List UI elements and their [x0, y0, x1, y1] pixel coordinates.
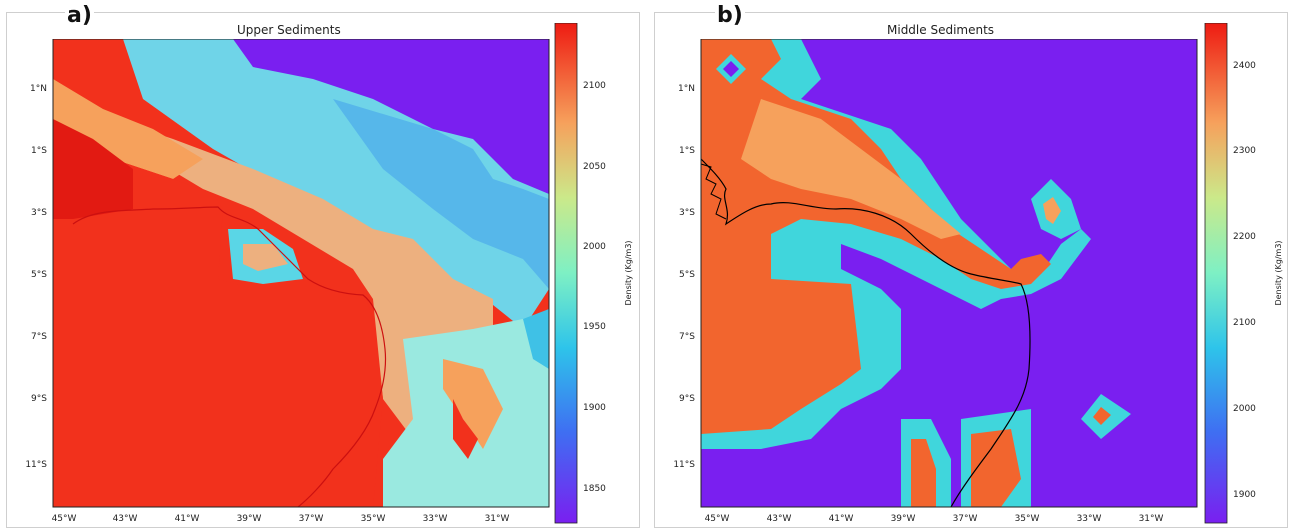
map-frame — [700, 39, 1198, 508]
panel-title: Upper Sediments — [237, 23, 341, 37]
density-zone-darkred — [53, 119, 133, 219]
lat-tick: 1°S — [679, 146, 695, 156]
colorbar-tick: 2000 — [583, 242, 606, 252]
lat-tick: 9°S — [679, 394, 695, 404]
colorbar-gradient — [1204, 23, 1228, 524]
colorbar-gradient — [554, 23, 578, 524]
panel-letter: a) — [65, 3, 94, 28]
map-frame — [52, 39, 550, 508]
colorbar-tick: 2300 — [1233, 146, 1256, 156]
density-zone-blue — [333, 99, 549, 289]
colorbar-tick: 1900 — [1233, 490, 1256, 500]
lat-tick: 5°S — [679, 270, 695, 280]
lon-tick: 41°W — [829, 514, 854, 524]
lat-tick: 3°S — [679, 208, 695, 218]
density-zone-nw-diamond-core — [723, 61, 739, 77]
map-area — [700, 39, 1197, 508]
lat-tick: 3°S — [31, 208, 47, 218]
lat-axis: 1°N 1°S 3°S 5°S 7°S 9°S 11°S — [25, 84, 47, 470]
lat-tick: 11°S — [25, 460, 47, 470]
coastline — [700, 158, 1031, 508]
panel-middle-sediments: b) Middle Sediments 1 — [654, 3, 1288, 528]
colorbar-ticks: 2400 2300 2200 2100 2000 1900 — [1233, 61, 1256, 500]
panel-upper-sediments: a) Upper Sediments — [6, 3, 640, 528]
density-zone-purple — [233, 39, 549, 194]
density-zone-orange-light — [741, 99, 961, 239]
colorbar-middle: 2400 2300 2200 2100 2000 1900 Density (K… — [1204, 23, 1283, 524]
lat-axis: 1°N 1°S 3°S 5°S 7°S 9°S 11°S — [673, 84, 695, 470]
lon-tick: 45°W — [705, 514, 730, 524]
colorbar-upper: 2100 2050 2000 1950 1900 1850 Density (K… — [554, 23, 633, 524]
colorbar-tick: 1850 — [583, 484, 606, 494]
density-zone-south-pocket-core — [911, 439, 936, 507]
lon-tick: 35°W — [361, 514, 386, 524]
panel-letter: b) — [715, 3, 745, 28]
coastline-islands — [700, 163, 727, 220]
lon-tick: 33°W — [423, 514, 448, 524]
coastline — [72, 206, 387, 508]
lon-tick: 43°W — [767, 514, 792, 524]
colorbar-tick: 2050 — [583, 162, 606, 172]
density-zone-pocket-inner — [243, 244, 288, 271]
lon-axis: 45°W 43°W 41°W 39°W 37°W 35°W 33°W 31°W — [705, 514, 1164, 524]
density-zone-east-blue — [523, 309, 549, 369]
lat-tick: 1°N — [678, 84, 695, 94]
lon-tick: 45°W — [52, 514, 77, 524]
lat-tick: 9°S — [31, 394, 47, 404]
density-map-middle: 1°N 1°S 3°S 5°S 7°S 9°S 11°S 45°W 43°W 4… — [673, 39, 1198, 524]
map-area — [53, 39, 549, 508]
lon-axis: 45°W 43°W 41°W 39°W 37°W 35°W 33°W 31°W — [52, 514, 510, 524]
colorbar-tick: 2400 — [1233, 61, 1256, 71]
colorbar-tick: 1950 — [583, 322, 606, 332]
lon-tick: 31°W — [1139, 514, 1164, 524]
lon-tick: 33°W — [1077, 514, 1102, 524]
lon-tick: 39°W — [891, 514, 916, 524]
lon-tick: 41°W — [175, 514, 200, 524]
colorbar-tick: 2100 — [1233, 318, 1256, 328]
lon-tick: 43°W — [113, 514, 138, 524]
colorbar-tick: 2000 — [1233, 404, 1256, 414]
density-zone-south-pocket-2-core — [971, 429, 1021, 507]
density-zone-east-diamond-core — [1093, 407, 1111, 425]
lat-tick: 7°S — [31, 332, 47, 342]
lat-tick: 11°S — [673, 460, 695, 470]
lat-tick: 7°S — [679, 332, 695, 342]
density-zone-red — [53, 129, 383, 507]
density-map-upper: 1°N 1°S 3°S 5°S 7°S 9°S 11°S 45°W 43°W 4… — [25, 39, 550, 524]
panel-title: Middle Sediments — [887, 23, 995, 37]
density-zone-east-spike-core — [1043, 197, 1061, 224]
colorbar-ticks: 2100 2050 2000 1950 1900 1850 — [583, 81, 606, 494]
lon-tick: 35°W — [1015, 514, 1040, 524]
lat-tick: 1°S — [31, 146, 47, 156]
lon-tick: 39°W — [237, 514, 262, 524]
colorbar-tick: 2200 — [1233, 232, 1256, 242]
colorbar-tick: 2100 — [583, 81, 606, 91]
density-zone-tan — [53, 79, 493, 439]
colorbar-tick: 1900 — [583, 403, 606, 413]
lat-tick: 1°N — [30, 84, 47, 94]
density-zone-orange — [53, 79, 203, 179]
lat-tick: 5°S — [31, 270, 47, 280]
colorbar-label: Density (Kg/m3) — [1274, 240, 1283, 305]
density-zone-southeast-red — [453, 399, 478, 459]
lon-tick: 37°W — [299, 514, 324, 524]
density-zone-southeast-orange — [443, 359, 503, 449]
lon-tick: 37°W — [953, 514, 978, 524]
lon-tick: 31°W — [485, 514, 510, 524]
colorbar-label: Density (Kg/m3) — [624, 240, 633, 305]
